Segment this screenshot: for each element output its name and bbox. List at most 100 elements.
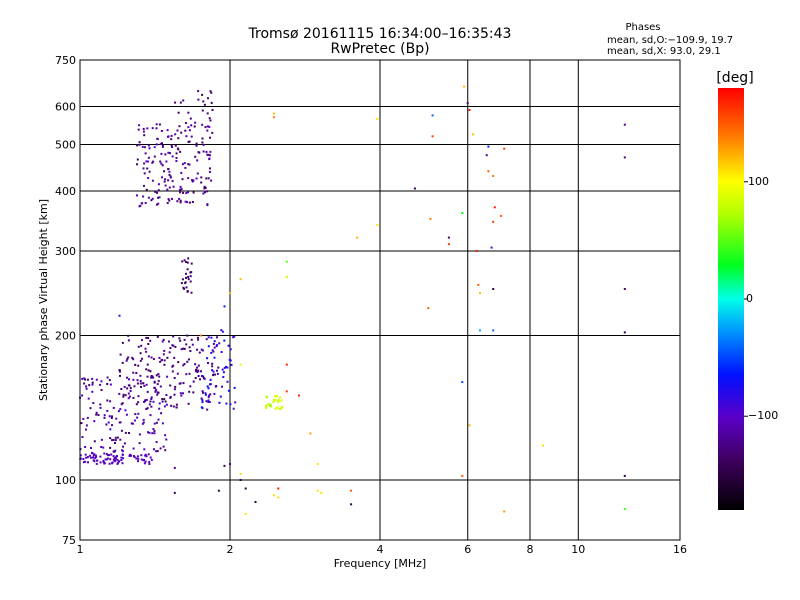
phases-stats-x: mean, sd,X: 93.0, 29.1 [607,46,721,57]
data-point [191,179,194,182]
data-point [194,370,197,373]
data-point [86,456,89,459]
data-point [164,400,167,403]
data-point [356,236,359,239]
y-tick-label: 400 [55,185,76,198]
data-point [320,491,323,494]
data-point [171,197,173,200]
data-point [207,97,209,100]
data-point [461,381,464,384]
colorbar-tick-label: 0 [746,292,753,305]
data-point [206,357,209,360]
data-point [125,413,128,416]
data-point [239,278,242,281]
data-point [206,129,209,132]
data-point [161,176,163,179]
data-point [202,192,205,195]
data-point [150,458,153,461]
data-point [149,370,152,373]
data-point [147,144,150,147]
data-point [83,382,86,385]
data-point [487,145,490,148]
data-point [138,141,141,144]
data-point [223,464,226,467]
data-point [184,129,187,132]
data-point [230,363,233,366]
x-tick-label: 6 [464,543,471,556]
data-point [151,161,154,164]
data-point [273,400,275,403]
data-point [116,436,119,439]
data-point [130,422,133,425]
data-point [201,399,204,402]
colorbar-label: [deg] [716,70,754,86]
data-point [244,512,247,515]
data-point [268,403,271,406]
data-point [177,148,180,151]
data-point [213,346,216,349]
data-point [210,336,213,339]
data-point [203,190,206,193]
data-point [297,394,300,397]
data-point [149,414,152,417]
data-point [153,381,156,384]
data-point [142,418,145,421]
data-point [161,422,164,425]
data-point [163,180,166,183]
data-point [146,127,149,130]
data-point [233,386,236,389]
data-point [81,377,84,380]
data-point [185,122,187,124]
data-point [171,180,174,183]
data-point [136,194,138,197]
data-point [128,454,131,457]
data-point [93,420,96,423]
data-point [208,394,210,397]
data-point [188,346,191,349]
data-point [196,336,199,339]
data-point [159,360,162,363]
data-point [187,126,190,129]
data-point [197,375,200,377]
data-point [185,261,188,263]
data-point [180,394,183,397]
data-point [145,350,148,353]
data-point [136,158,139,161]
data-point [168,152,171,155]
data-point [182,191,185,194]
data-point [137,401,140,404]
y-tick-label: 500 [55,139,76,152]
data-point [127,339,130,342]
data-point [142,167,145,170]
data-point [96,459,99,462]
data-point [121,341,124,344]
data-point [169,176,172,179]
data-point [142,382,145,385]
data-point [145,398,148,401]
data-point [234,401,237,404]
data-point [278,408,281,410]
data-point [156,393,159,396]
data-point [226,366,229,369]
data-point [108,454,111,457]
data-point [189,275,192,278]
data-point [200,348,203,351]
data-point [221,330,224,333]
data-point [126,376,129,379]
data-point [189,117,192,120]
data-point [490,246,493,249]
data-point [178,197,181,200]
data-point [278,396,281,399]
data-point [99,461,102,464]
data-point [194,363,197,366]
data-point [200,334,203,337]
data-point [132,358,135,361]
data-point [218,401,221,404]
data-point [109,383,112,386]
data-point [229,348,232,351]
data-point [174,133,177,136]
data-point [202,375,205,378]
data-point [159,142,162,145]
data-point [106,399,109,402]
data-point [139,204,142,207]
